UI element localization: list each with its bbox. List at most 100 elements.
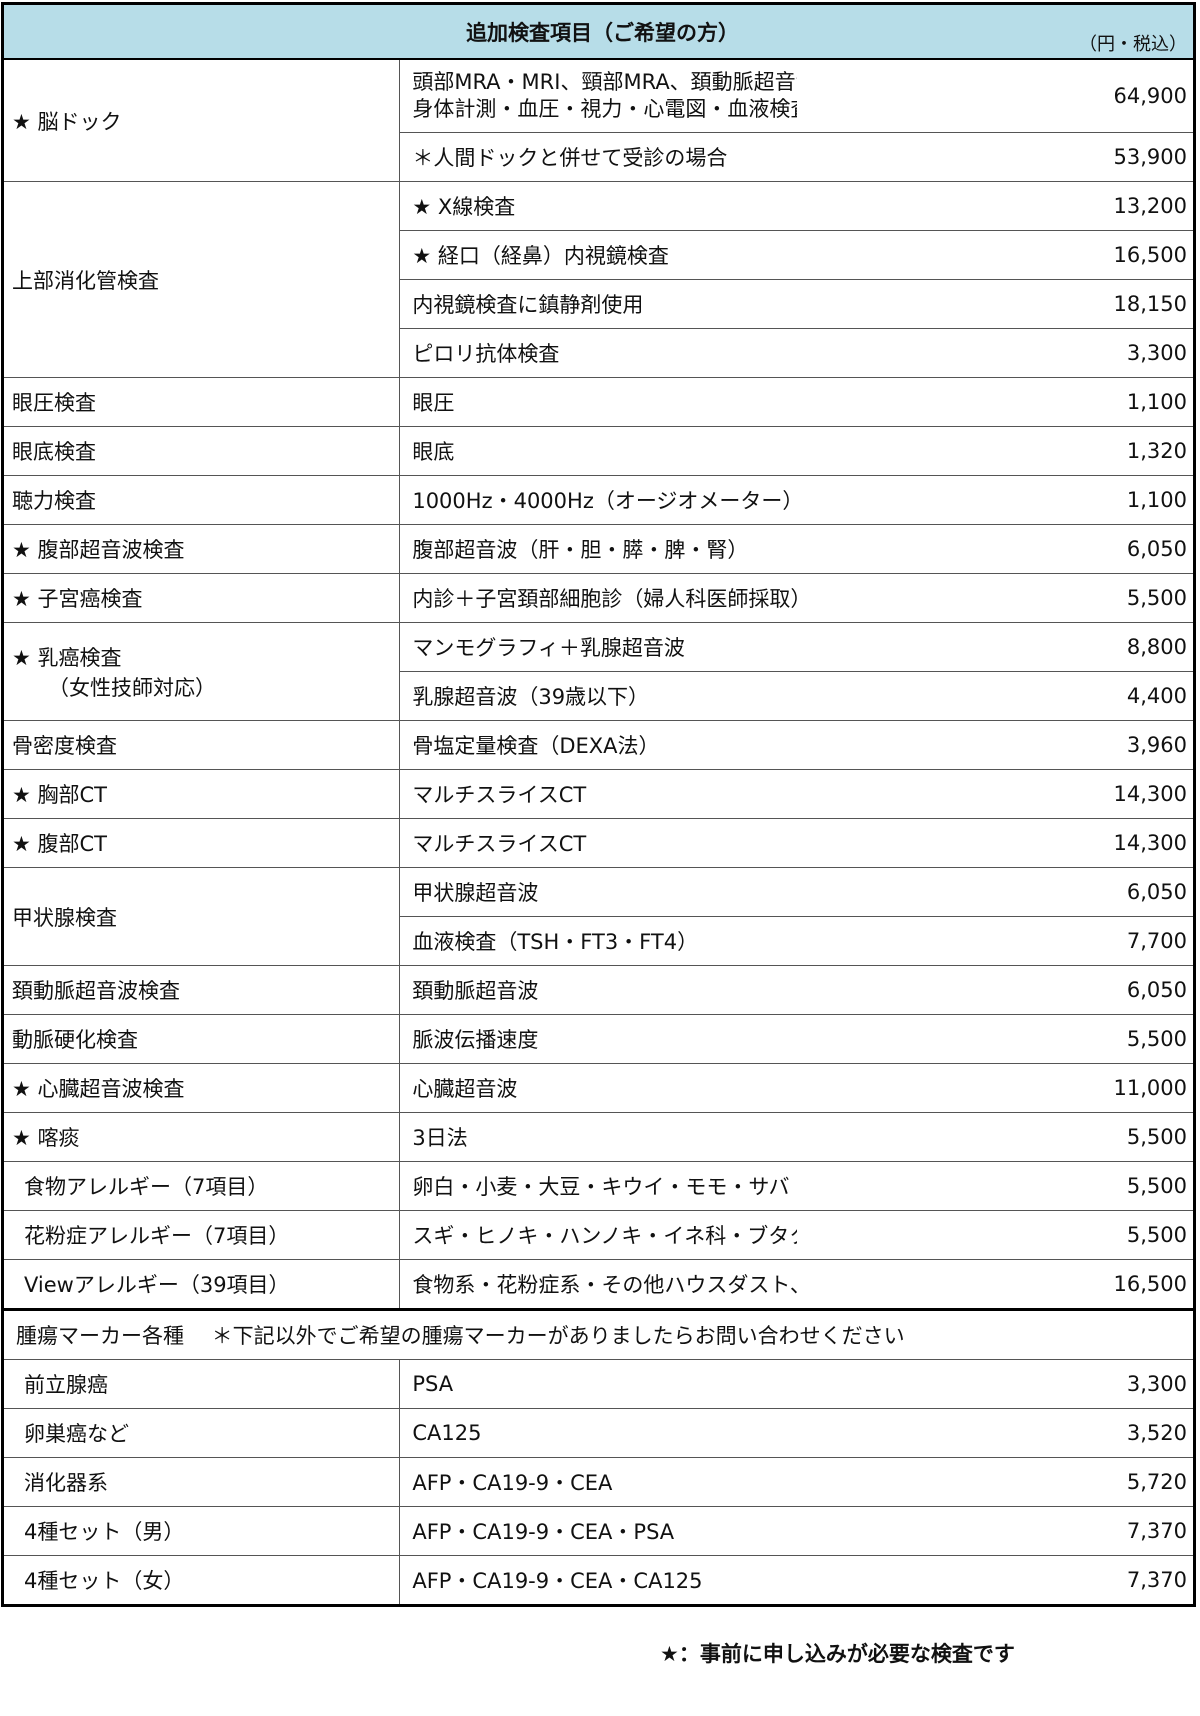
tumor-marker-description: PSA <box>399 1359 798 1409</box>
exam-description-cell: 骨塩定量検査（DEXA法） <box>399 720 798 770</box>
exam-description-cell: 頭部MRA・MRI、頸部MRA、頚動脈超音波 身体計測・血圧・視力・心電図・血液検… <box>399 58 798 133</box>
exam-description: 食物系・花粉症系・その他ハウスダスト、ペット等 <box>412 1273 797 1297</box>
tumor-marker-price: 7,370 <box>797 1506 1196 1556</box>
exam-price: 4,400 <box>797 671 1196 721</box>
exam-category-cell: 頚動脈超音波検査 <box>1 965 401 1015</box>
exam-price: 53,900 <box>797 132 1196 182</box>
exam-category-cell: ★ 腹部超音波検査 <box>1 524 401 574</box>
footer-note: ★：事前に申し込みが必要な検査です <box>660 1642 1015 1666</box>
exam-price: 5,500 <box>797 1014 1196 1064</box>
table-row: 上部消化管検査 ★ X線検査 13,200 <box>1 181 1196 378</box>
exam-price: 6,050 <box>797 524 1196 574</box>
exam-description: 骨塩定量検査（DEXA法） <box>412 734 660 758</box>
exam-category: ★ 心臓超音波検査 <box>12 1077 185 1101</box>
table-row: 眼底検査 眼底 1,320 <box>1 426 1196 476</box>
exam-description-cell: 3日法 <box>399 1112 798 1162</box>
table-row: 食物アレルギー（7項目） 卵白・小麦・大豆・キウイ・モモ・サバ・ゴマ5,500 <box>1 1161 1196 1211</box>
exam-category-cell: ★ 腹部CT <box>1 818 401 868</box>
tumor-category: 4種セット（男） <box>1 1506 401 1556</box>
exam-category: 骨密度検査 <box>12 734 117 758</box>
table-row: 花粉症アレルギー（7項目） スギ・ヒノキ・ハンノキ・イネ科・ブタクサ・ヨモギ・カナ… <box>1 1210 1196 1260</box>
exam-description: ピロリ抗体検査 <box>412 342 560 366</box>
exam-description: 1000Hz・4000Hz（オージオメーター） <box>412 489 798 513</box>
exam-price: 5,500 <box>797 1161 1196 1211</box>
table-row: 前立腺癌 PSA 3,300 <box>1 1359 1196 1409</box>
table-row: ★ 腹部CT マルチスライスCT 14,300 <box>1 818 1196 868</box>
exam-category-cell: Viewアレルギー（39項目） <box>1 1259 401 1310</box>
exam-category: 頚動脈超音波検査 <box>12 979 180 1003</box>
exam-price: 3,960 <box>797 720 1196 770</box>
table-row: ★ 脳ドック 頭部MRA・MRI、頸部MRA、頚動脈超音波 身体計測・血圧・視力・心… <box>1 58 1196 182</box>
exam-category: 甲状腺検査 <box>12 905 117 930</box>
exam-description-cell: 甲状腺超音波 <box>399 867 798 917</box>
exam-category-cell: 甲状腺検査 <box>1 867 401 966</box>
exam-category-cell: 上部消化管検査 <box>1 181 401 378</box>
exam-price: 1,320 <box>797 426 1196 476</box>
tumor-marker-price: 3,520 <box>797 1408 1196 1458</box>
exam-description-cell: ピロリ抗体検査 <box>399 328 798 378</box>
exam-description: ★ X線検査 <box>412 195 516 219</box>
exam-category: ★ 胸部CT <box>12 783 107 807</box>
table-row: 4種セット（女） AFP・CA19-9・CEA・CA125 7,370 <box>1 1555 1196 1606</box>
exam-price: 14,300 <box>797 769 1196 819</box>
exam-category-cell: 眼底検査 <box>1 426 401 476</box>
exam-category-cell: ★ 脳ドック <box>1 58 401 182</box>
table-row: ★ 子宮癌検査 内診＋子宮頚部細胞診（婦人科医師採取） 5,500 <box>1 573 1196 623</box>
exam-description-cell: スギ・ヒノキ・ハンノキ・イネ科・ブタクサ・ヨモギ・カナムグラ <box>399 1210 798 1260</box>
exam-description-cell: 内視鏡検査に鎮静剤使用 <box>399 279 798 329</box>
exam-price: 6,050 <box>797 965 1196 1015</box>
tumor-marker-price: 3,300 <box>797 1359 1196 1409</box>
table-row: 動脈硬化検査 脈波伝播速度 5,500 <box>1 1014 1196 1064</box>
exam-description-cell: 内診＋子宮頚部細胞診（婦人科医師採取） <box>399 573 798 623</box>
table-row: 骨密度検査 骨塩定量検査（DEXA法） 3,960 <box>1 720 1196 770</box>
table-row: ピロリ抗体検査 3,300 <box>3 328 1196 378</box>
exam-description: 内視鏡検査に鎮静剤使用 <box>412 293 644 317</box>
table-row: 甲状腺検査 甲状腺超音波 6,050 <box>1 867 1196 966</box>
exam-description: 眼底 <box>412 440 455 464</box>
exam-description-cell: 食物系・花粉症系・その他ハウスダスト、ペット等 <box>399 1259 798 1310</box>
table-row: 血液検査（TSH・FT3・FT4） 7,700 <box>3 916 1196 966</box>
exam-description: 乳腺超音波（39歳以下） <box>412 685 650 709</box>
tumor-category: 卵巣癌など <box>1 1408 401 1458</box>
exam-price: 5,500 <box>797 1210 1196 1260</box>
table-row: 4種セット（男） AFP・CA19-9・CEA・PSA 7,370 <box>1 1506 1196 1556</box>
table-row: 内視鏡検査に鎮静剤使用 18,150 <box>3 279 1196 329</box>
exam-description-cell: ★ X線検査 <box>399 181 798 231</box>
exam-description: 内診＋子宮頚部細胞診（婦人科医師採取） <box>412 587 798 611</box>
table-row: ★ 心臓超音波検査 心臓超音波 11,000 <box>1 1063 1196 1113</box>
table-title: 追加検査項目（ご希望の方） <box>466 20 739 45</box>
exam-category-note: （女性技師対応） <box>48 675 216 700</box>
table-row: ★ 乳癌検査 （女性技師対応） マンモグラフィ＋乳腺超音波 8,800 <box>1 622 1196 721</box>
exam-price: 18,150 <box>797 279 1196 329</box>
tumor-marker-price: 7,370 <box>797 1555 1196 1606</box>
exam-price: 5,500 <box>797 1112 1196 1162</box>
exam-category: ★ 脳ドック <box>12 109 122 134</box>
exam-description: 身体計測・血圧・視力・心電図・血液検査・尿・医師診察 <box>412 97 797 121</box>
exam-description-cell: マルチスライスCT <box>399 769 798 819</box>
exam-category: ★ 腹部超音波検査 <box>12 538 185 562</box>
tumor-category: 前立腺癌 <box>1 1359 401 1409</box>
exam-description: スギ・ヒノキ・ハンノキ・イネ科・ブタクサ・ヨモギ・カナムグラ <box>412 1224 797 1248</box>
exam-description: 心臓超音波 <box>412 1077 518 1101</box>
exam-description: 腹部超音波（肝・胆・膵・脾・腎） <box>412 538 749 562</box>
table-row: 消化器系 AFP・CA19-9・CEA 5,720 <box>1 1457 1196 1507</box>
exam-description: 眼圧 <box>412 391 455 415</box>
exam-category-cell: 花粉症アレルギー（7項目） <box>1 1210 401 1260</box>
table-row: 卵巣癌など CA125 3,520 <box>1 1408 1196 1458</box>
exam-category: 聴力検査 <box>12 489 96 513</box>
exam-category: ★ 子宮癌検査 <box>12 587 143 611</box>
table-row: 眼圧検査 眼圧 1,100 <box>1 377 1196 427</box>
table-row: 聴力検査 1000Hz・4000Hz（オージオメーター） 1,100 <box>1 475 1196 525</box>
table-row: ★ 胸部CT マルチスライスCT 14,300 <box>1 769 1196 819</box>
exam-description: 血液検査（TSH・FT3・FT4） <box>412 930 699 954</box>
exam-description-cell: 腹部超音波（肝・胆・膵・脾・腎） <box>399 524 798 574</box>
exam-category: ★ 腹部CT <box>12 832 107 856</box>
table-title-cell: 追加検査項目（ご希望の方） （円・税込） <box>2 3 1195 60</box>
tumor-marker-heading-row: 腫瘍マーカー各種 ＊下記以外でご希望の腫瘍マーカーがありましたらお問い合わせくだ… <box>2 1308 1195 1360</box>
table-row: 頚動脈超音波検査 頚動脈超音波 6,050 <box>1 965 1196 1015</box>
exam-category: ★ 喀痰 <box>12 1126 80 1150</box>
table-row: ＊人間ドックと併せて受診の場合 53,900 <box>3 132 1196 182</box>
exam-description-cell: 眼圧 <box>399 377 798 427</box>
exam-description: 3日法 <box>412 1126 468 1150</box>
exam-description: マルチスライスCT <box>412 832 587 856</box>
